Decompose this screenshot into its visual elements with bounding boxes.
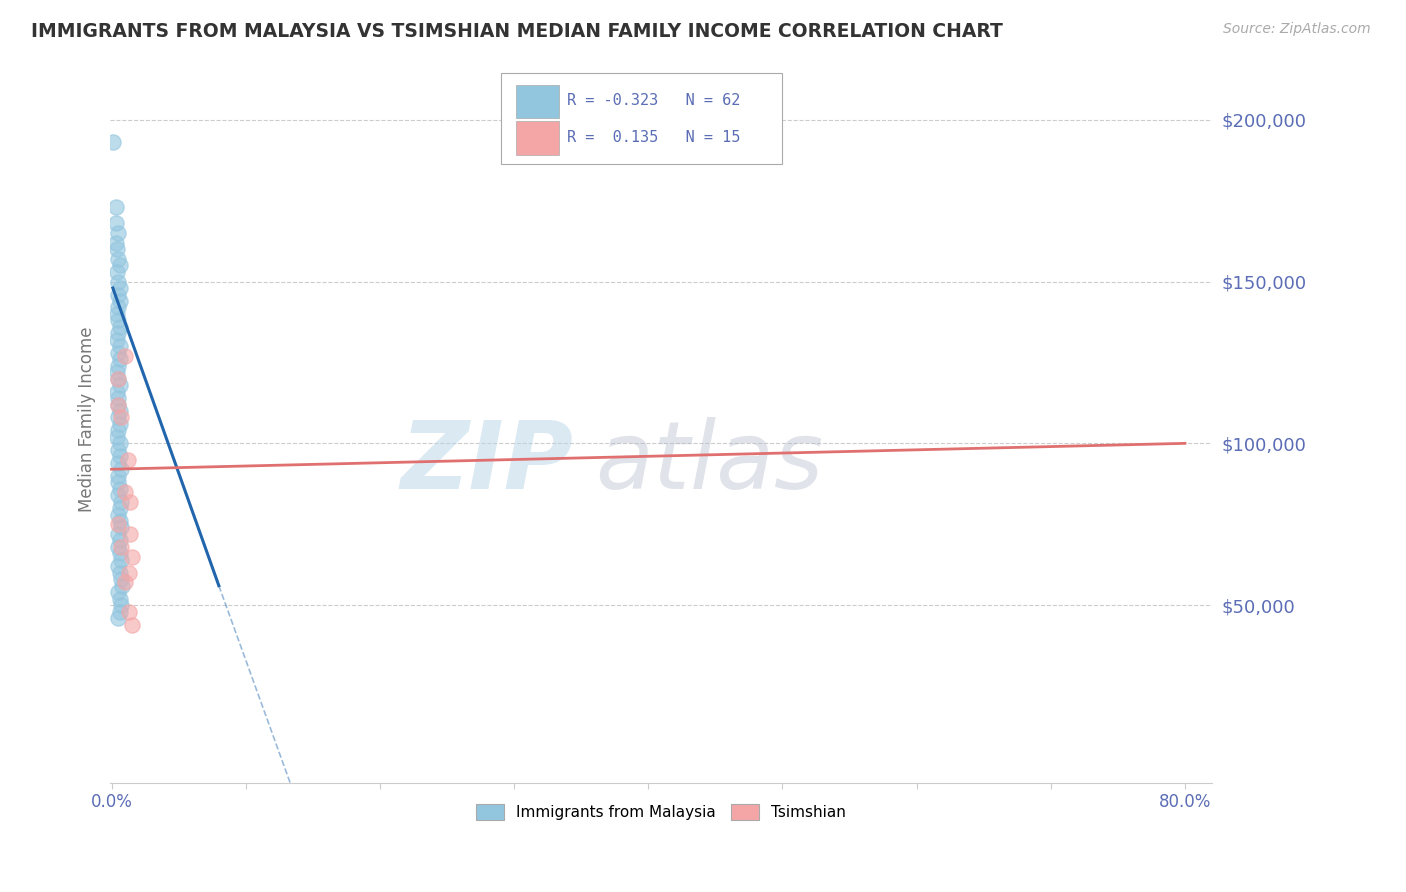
Point xyxy=(105,365,128,379)
Point xyxy=(101,136,124,150)
FancyBboxPatch shape xyxy=(516,85,558,119)
Point xyxy=(108,404,131,418)
Point xyxy=(105,265,128,279)
Point xyxy=(107,371,129,385)
Point xyxy=(107,313,129,327)
Point xyxy=(108,450,131,464)
Point xyxy=(108,501,131,516)
Point xyxy=(110,540,132,554)
Point xyxy=(107,359,129,373)
Point xyxy=(105,307,128,321)
Point xyxy=(107,456,129,470)
Point xyxy=(107,287,129,301)
Point xyxy=(110,572,132,586)
Point xyxy=(107,585,129,599)
Point xyxy=(120,494,142,508)
Point xyxy=(108,339,131,353)
Point xyxy=(110,494,132,508)
Point xyxy=(107,559,129,574)
Point xyxy=(108,378,131,392)
Point xyxy=(108,514,131,528)
Point xyxy=(107,468,129,483)
Point xyxy=(107,226,129,240)
Point xyxy=(107,252,129,266)
FancyBboxPatch shape xyxy=(501,73,782,164)
Y-axis label: Median Family Income: Median Family Income xyxy=(79,326,96,512)
Point xyxy=(107,475,129,490)
Point xyxy=(105,430,128,444)
Point xyxy=(107,326,129,341)
Point xyxy=(104,200,127,214)
Point xyxy=(107,371,129,385)
Point xyxy=(108,533,131,548)
Point xyxy=(108,566,131,580)
Point xyxy=(108,605,131,619)
Point xyxy=(108,591,131,606)
Point xyxy=(107,527,129,541)
Point xyxy=(107,275,129,289)
Text: R = -0.323   N = 62: R = -0.323 N = 62 xyxy=(568,94,741,109)
Point xyxy=(107,508,129,522)
Point xyxy=(107,301,129,315)
Point xyxy=(107,488,129,502)
Point xyxy=(110,410,132,425)
Point xyxy=(107,424,129,438)
Point xyxy=(105,384,128,399)
Point xyxy=(108,281,131,295)
Point xyxy=(108,417,131,431)
Point xyxy=(110,553,132,567)
Point xyxy=(120,527,142,541)
Text: ZIP: ZIP xyxy=(399,417,572,508)
Point xyxy=(107,410,129,425)
Legend: Immigrants from Malaysia, Tsimshian: Immigrants from Malaysia, Tsimshian xyxy=(470,798,852,826)
Point xyxy=(108,293,131,308)
Point xyxy=(110,462,132,476)
Point xyxy=(107,398,129,412)
Text: R =  0.135   N = 15: R = 0.135 N = 15 xyxy=(568,130,741,145)
Point xyxy=(108,482,131,496)
Point xyxy=(104,235,127,250)
Point xyxy=(107,611,129,625)
Point xyxy=(108,352,131,367)
FancyBboxPatch shape xyxy=(516,121,558,155)
Point xyxy=(108,319,131,334)
Point xyxy=(110,598,132,612)
Text: atlas: atlas xyxy=(595,417,823,508)
Point xyxy=(107,442,129,457)
Point xyxy=(108,259,131,273)
Point xyxy=(107,398,129,412)
Point xyxy=(121,617,143,632)
Point xyxy=(118,566,141,580)
Point xyxy=(105,242,128,256)
Point xyxy=(114,575,136,590)
Point xyxy=(114,484,136,499)
Point xyxy=(118,605,141,619)
Point xyxy=(108,546,131,560)
Point xyxy=(107,391,129,405)
Point xyxy=(105,333,128,347)
Point xyxy=(107,517,129,532)
Text: Source: ZipAtlas.com: Source: ZipAtlas.com xyxy=(1223,22,1371,37)
Text: IMMIGRANTS FROM MALAYSIA VS TSIMSHIAN MEDIAN FAMILY INCOME CORRELATION CHART: IMMIGRANTS FROM MALAYSIA VS TSIMSHIAN ME… xyxy=(31,22,1002,41)
Point xyxy=(111,579,134,593)
Point xyxy=(107,540,129,554)
Point xyxy=(114,349,136,363)
Point xyxy=(107,345,129,359)
Point xyxy=(110,520,132,534)
Point xyxy=(108,436,131,450)
Point xyxy=(117,452,139,467)
Point xyxy=(121,549,143,564)
Point xyxy=(104,216,127,230)
